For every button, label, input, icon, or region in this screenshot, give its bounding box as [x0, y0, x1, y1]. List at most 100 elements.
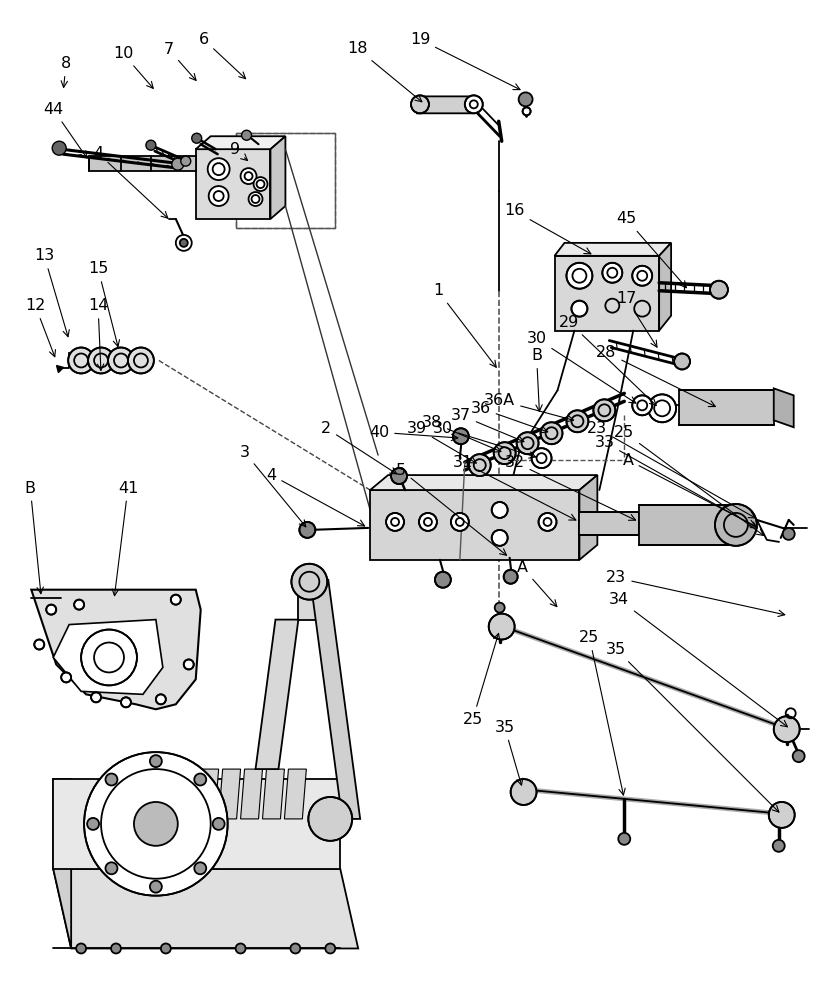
Circle shape [133, 802, 178, 846]
Circle shape [773, 716, 799, 742]
Polygon shape [417, 96, 474, 113]
Circle shape [248, 192, 262, 206]
Circle shape [172, 158, 183, 170]
Text: 3: 3 [239, 445, 305, 527]
Text: 10: 10 [113, 46, 153, 88]
Text: 41: 41 [112, 481, 138, 596]
Text: 33: 33 [594, 435, 757, 528]
Circle shape [253, 177, 267, 191]
Circle shape [464, 95, 482, 113]
Polygon shape [197, 769, 219, 819]
Circle shape [593, 399, 614, 421]
Circle shape [146, 140, 156, 150]
Circle shape [538, 513, 556, 531]
Circle shape [410, 95, 428, 113]
Text: 15: 15 [88, 261, 120, 347]
Circle shape [175, 235, 192, 251]
Text: 17: 17 [615, 291, 656, 347]
Polygon shape [262, 769, 284, 819]
Polygon shape [89, 156, 196, 171]
Circle shape [170, 595, 180, 605]
Text: 4: 4 [93, 146, 168, 218]
Text: 9: 9 [229, 142, 247, 160]
Circle shape [208, 186, 229, 206]
Text: 36A: 36A [483, 393, 572, 422]
Circle shape [391, 468, 406, 484]
Text: 35: 35 [494, 720, 523, 785]
Text: B: B [531, 348, 541, 411]
Polygon shape [53, 869, 358, 948]
Text: 28: 28 [595, 345, 714, 407]
Circle shape [207, 158, 229, 180]
Polygon shape [369, 475, 596, 490]
Circle shape [240, 168, 256, 184]
Text: 14: 14 [88, 298, 108, 370]
Circle shape [290, 943, 300, 953]
Circle shape [308, 797, 352, 841]
Polygon shape [554, 256, 658, 331]
Circle shape [452, 428, 468, 444]
Circle shape [434, 572, 450, 588]
Text: 36: 36 [470, 401, 547, 433]
Circle shape [709, 281, 727, 299]
Circle shape [673, 353, 690, 369]
Circle shape [386, 513, 404, 531]
Circle shape [494, 603, 504, 613]
Circle shape [647, 394, 676, 422]
Polygon shape [773, 388, 793, 427]
Polygon shape [53, 779, 71, 948]
Circle shape [493, 442, 515, 464]
Text: 45: 45 [615, 211, 686, 288]
Text: 35: 35 [605, 642, 778, 812]
Text: 30: 30 [526, 331, 635, 403]
Text: 2: 2 [321, 421, 396, 474]
Circle shape [61, 672, 71, 682]
Circle shape [450, 513, 468, 531]
Circle shape [768, 802, 794, 828]
Polygon shape [196, 149, 270, 219]
Text: 37: 37 [450, 408, 523, 442]
Polygon shape [554, 243, 670, 256]
Circle shape [491, 502, 507, 518]
Polygon shape [310, 580, 360, 819]
Circle shape [602, 263, 622, 283]
Circle shape [46, 605, 57, 615]
Circle shape [771, 840, 784, 852]
Circle shape [491, 530, 507, 546]
Text: 25: 25 [462, 633, 499, 727]
Polygon shape [369, 490, 579, 560]
Polygon shape [270, 136, 285, 219]
Bar [235, 133, 335, 228]
Text: A: A [517, 560, 556, 607]
Circle shape [531, 448, 551, 468]
Circle shape [108, 348, 133, 373]
Polygon shape [31, 590, 201, 709]
Circle shape [52, 141, 66, 155]
Circle shape [34, 640, 44, 649]
Circle shape [516, 432, 538, 454]
Circle shape [235, 943, 245, 953]
Text: 40: 40 [369, 425, 457, 441]
Text: 30: 30 [432, 421, 535, 458]
Text: 39: 39 [406, 421, 476, 463]
Text: 7: 7 [164, 42, 196, 80]
Circle shape [571, 301, 586, 317]
Circle shape [782, 528, 794, 540]
Text: 12: 12 [25, 298, 56, 357]
Circle shape [325, 943, 335, 953]
Circle shape [291, 564, 327, 600]
Text: 34: 34 [609, 592, 786, 727]
Circle shape [488, 614, 514, 640]
Circle shape [618, 833, 630, 845]
Text: 29: 29 [559, 315, 655, 406]
Polygon shape [678, 390, 773, 425]
Circle shape [566, 410, 588, 432]
Circle shape [566, 263, 591, 289]
Polygon shape [579, 475, 596, 560]
Polygon shape [53, 620, 163, 694]
Circle shape [631, 266, 651, 286]
Text: 8: 8 [61, 56, 71, 87]
Circle shape [419, 513, 437, 531]
Circle shape [106, 862, 117, 874]
Circle shape [192, 133, 201, 143]
